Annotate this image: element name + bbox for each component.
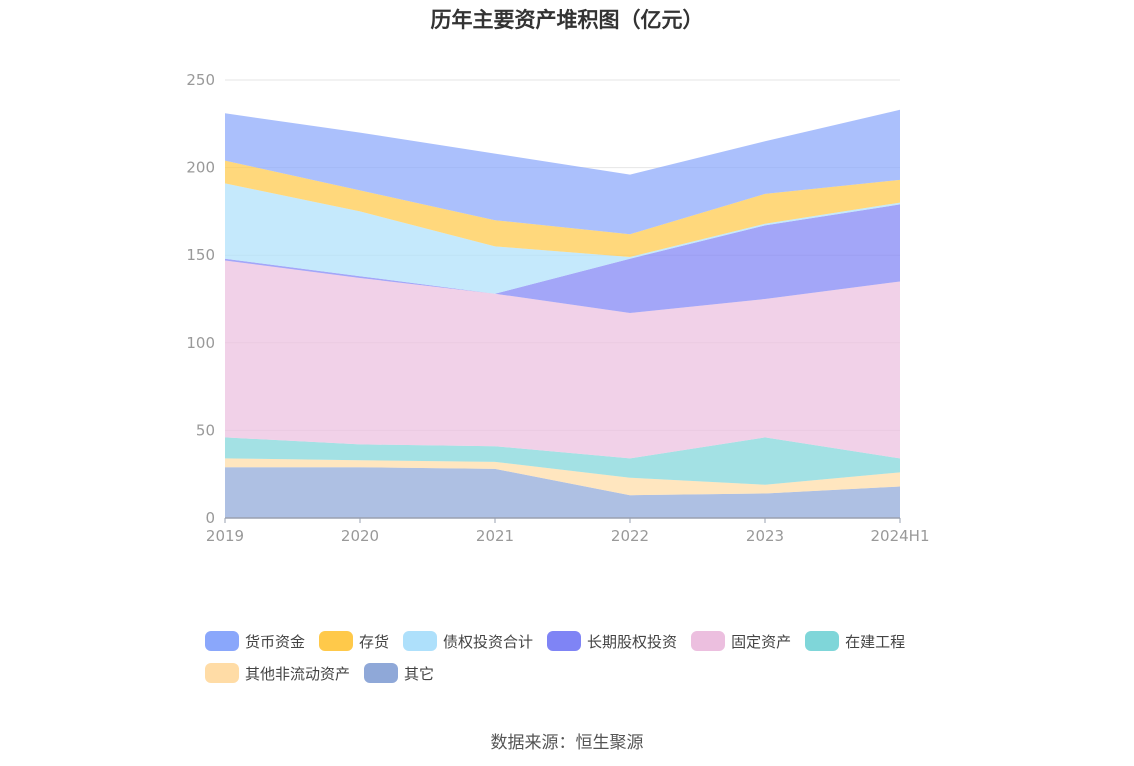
x-tick-label: 2020 [341, 527, 379, 545]
x-axis [224, 517, 901, 523]
source-note: 数据来源：恒生聚源 [490, 733, 644, 753]
legend-label: 货币资金 [245, 632, 306, 651]
x-tick-label: 2023 [746, 527, 784, 545]
legend-item[interactable]: 其他非流动资产 [205, 662, 350, 684]
legend-swatch [547, 631, 582, 651]
legend-item[interactable]: 货币资金 [205, 630, 305, 652]
legend-swatch [319, 631, 354, 651]
x-tick-label: 2022 [611, 527, 649, 545]
legend-swatch [205, 631, 239, 651]
x-tick-label: 2021 [476, 527, 514, 545]
y-axis-tick-labels: 0 50 100 150 200 250 [186, 71, 215, 527]
chart-title: 历年主要资产堆积图（亿元） [430, 8, 704, 32]
area-series [225, 467, 900, 518]
area-series [225, 204, 900, 313]
legend-label: 固定资产 [731, 632, 792, 651]
legend-label: 其它 [404, 664, 435, 683]
y-tick-label: 250 [186, 71, 215, 89]
y-tick-label: 150 [186, 246, 215, 264]
y-tick-label: 0 [205, 509, 215, 527]
legend-label: 债权投资合计 [443, 632, 534, 651]
legend-item[interactable]: 长期股权投资 [547, 630, 677, 652]
x-axis-tick-labels: 2019 2020 2021 2022 2023 2024H1 [206, 527, 930, 545]
legend-label: 其他非流动资产 [245, 664, 351, 683]
legend-item[interactable]: 在建工程 [805, 630, 905, 652]
stacked-area-chart: 0 50 100 150 200 250 2019 2020 2021 2022 2023 2024… [186, 71, 930, 545]
legend: 货币资金 存货 债权投资合计 长期股权投资 固定资产 在建工程其他非流动资产 其它 [205, 630, 965, 684]
x-tick-label: 2019 [206, 527, 244, 545]
legend-swatch [691, 631, 726, 651]
area-series [225, 437, 900, 485]
legend-label: 在建工程 [845, 632, 906, 651]
area-series [225, 458, 900, 496]
legend-item[interactable]: 其它 [364, 662, 434, 684]
legend-swatch [805, 631, 840, 651]
legend-item[interactable]: 固定资产 [691, 630, 791, 652]
legend-swatch [364, 663, 399, 683]
area-series-layer [225, 109, 900, 518]
legend-swatch [205, 663, 239, 683]
y-tick-label: 100 [186, 334, 215, 352]
legend-label: 存货 [359, 632, 390, 651]
legend-swatch [403, 631, 438, 651]
y-tick-label: 50 [196, 421, 215, 439]
y-tick-label: 200 [186, 159, 215, 177]
legend-label: 长期股权投资 [587, 632, 678, 651]
area-series [225, 183, 900, 294]
area-series [225, 160, 900, 257]
x-tick-label: 2024H1 [871, 527, 930, 545]
legend-item[interactable]: 债权投资合计 [403, 630, 533, 652]
area-series [225, 260, 900, 459]
area-series [225, 109, 900, 235]
legend-item[interactable]: 存货 [319, 630, 389, 652]
